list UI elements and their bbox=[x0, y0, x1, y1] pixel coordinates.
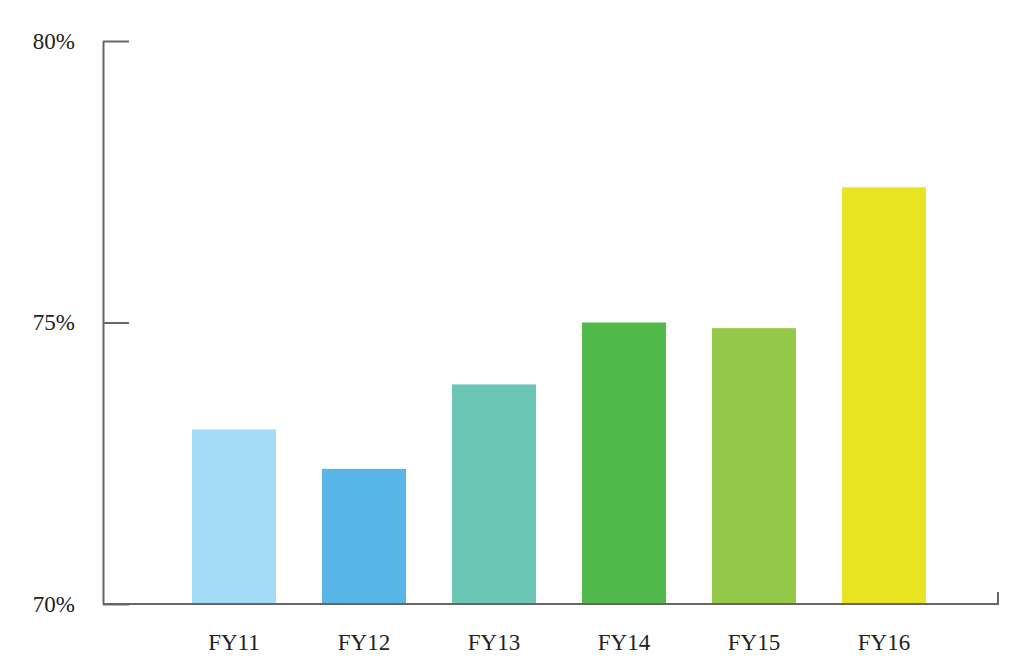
x-tick: FY13 bbox=[468, 630, 520, 655]
bar bbox=[452, 384, 536, 604]
x-tick: FY11 bbox=[208, 630, 260, 655]
y-tick-label: 75% bbox=[33, 310, 75, 335]
x-tick: FY14 bbox=[598, 630, 651, 655]
y-tick-mark bbox=[103, 41, 129, 43]
y-tick-label: 70% bbox=[33, 592, 75, 617]
x-tick: FY15 bbox=[728, 630, 780, 655]
x-tick-label: FY15 bbox=[728, 630, 780, 655]
y-tick-mark bbox=[103, 322, 129, 324]
x-axis-line bbox=[103, 592, 998, 604]
y-tick: 80% bbox=[33, 29, 129, 54]
x-tick-label: FY12 bbox=[338, 630, 390, 655]
bar bbox=[582, 323, 666, 605]
chart: 70% 75% 80% FY11 FY12 FY13 FY14 FY15 FY16 bbox=[0, 0, 1024, 671]
y-axis: 70% 75% 80% bbox=[33, 29, 129, 617]
x-tick-label: FY13 bbox=[468, 630, 520, 655]
x-tick: FY16 bbox=[858, 630, 910, 655]
x-axis: FY11 FY12 FY13 FY14 FY15 FY16 bbox=[208, 630, 910, 655]
y-tick-label: 80% bbox=[33, 29, 75, 54]
x-tick: FY12 bbox=[338, 630, 390, 655]
bars bbox=[192, 187, 926, 604]
y-tick: 75% bbox=[33, 310, 129, 335]
x-tick-label: FY16 bbox=[858, 630, 910, 655]
bar bbox=[192, 429, 276, 604]
x-tick-label: FY14 bbox=[598, 630, 651, 655]
bar bbox=[322, 469, 406, 604]
x-tick-label: FY11 bbox=[208, 630, 260, 655]
bar bbox=[712, 328, 796, 604]
bar bbox=[842, 187, 926, 604]
